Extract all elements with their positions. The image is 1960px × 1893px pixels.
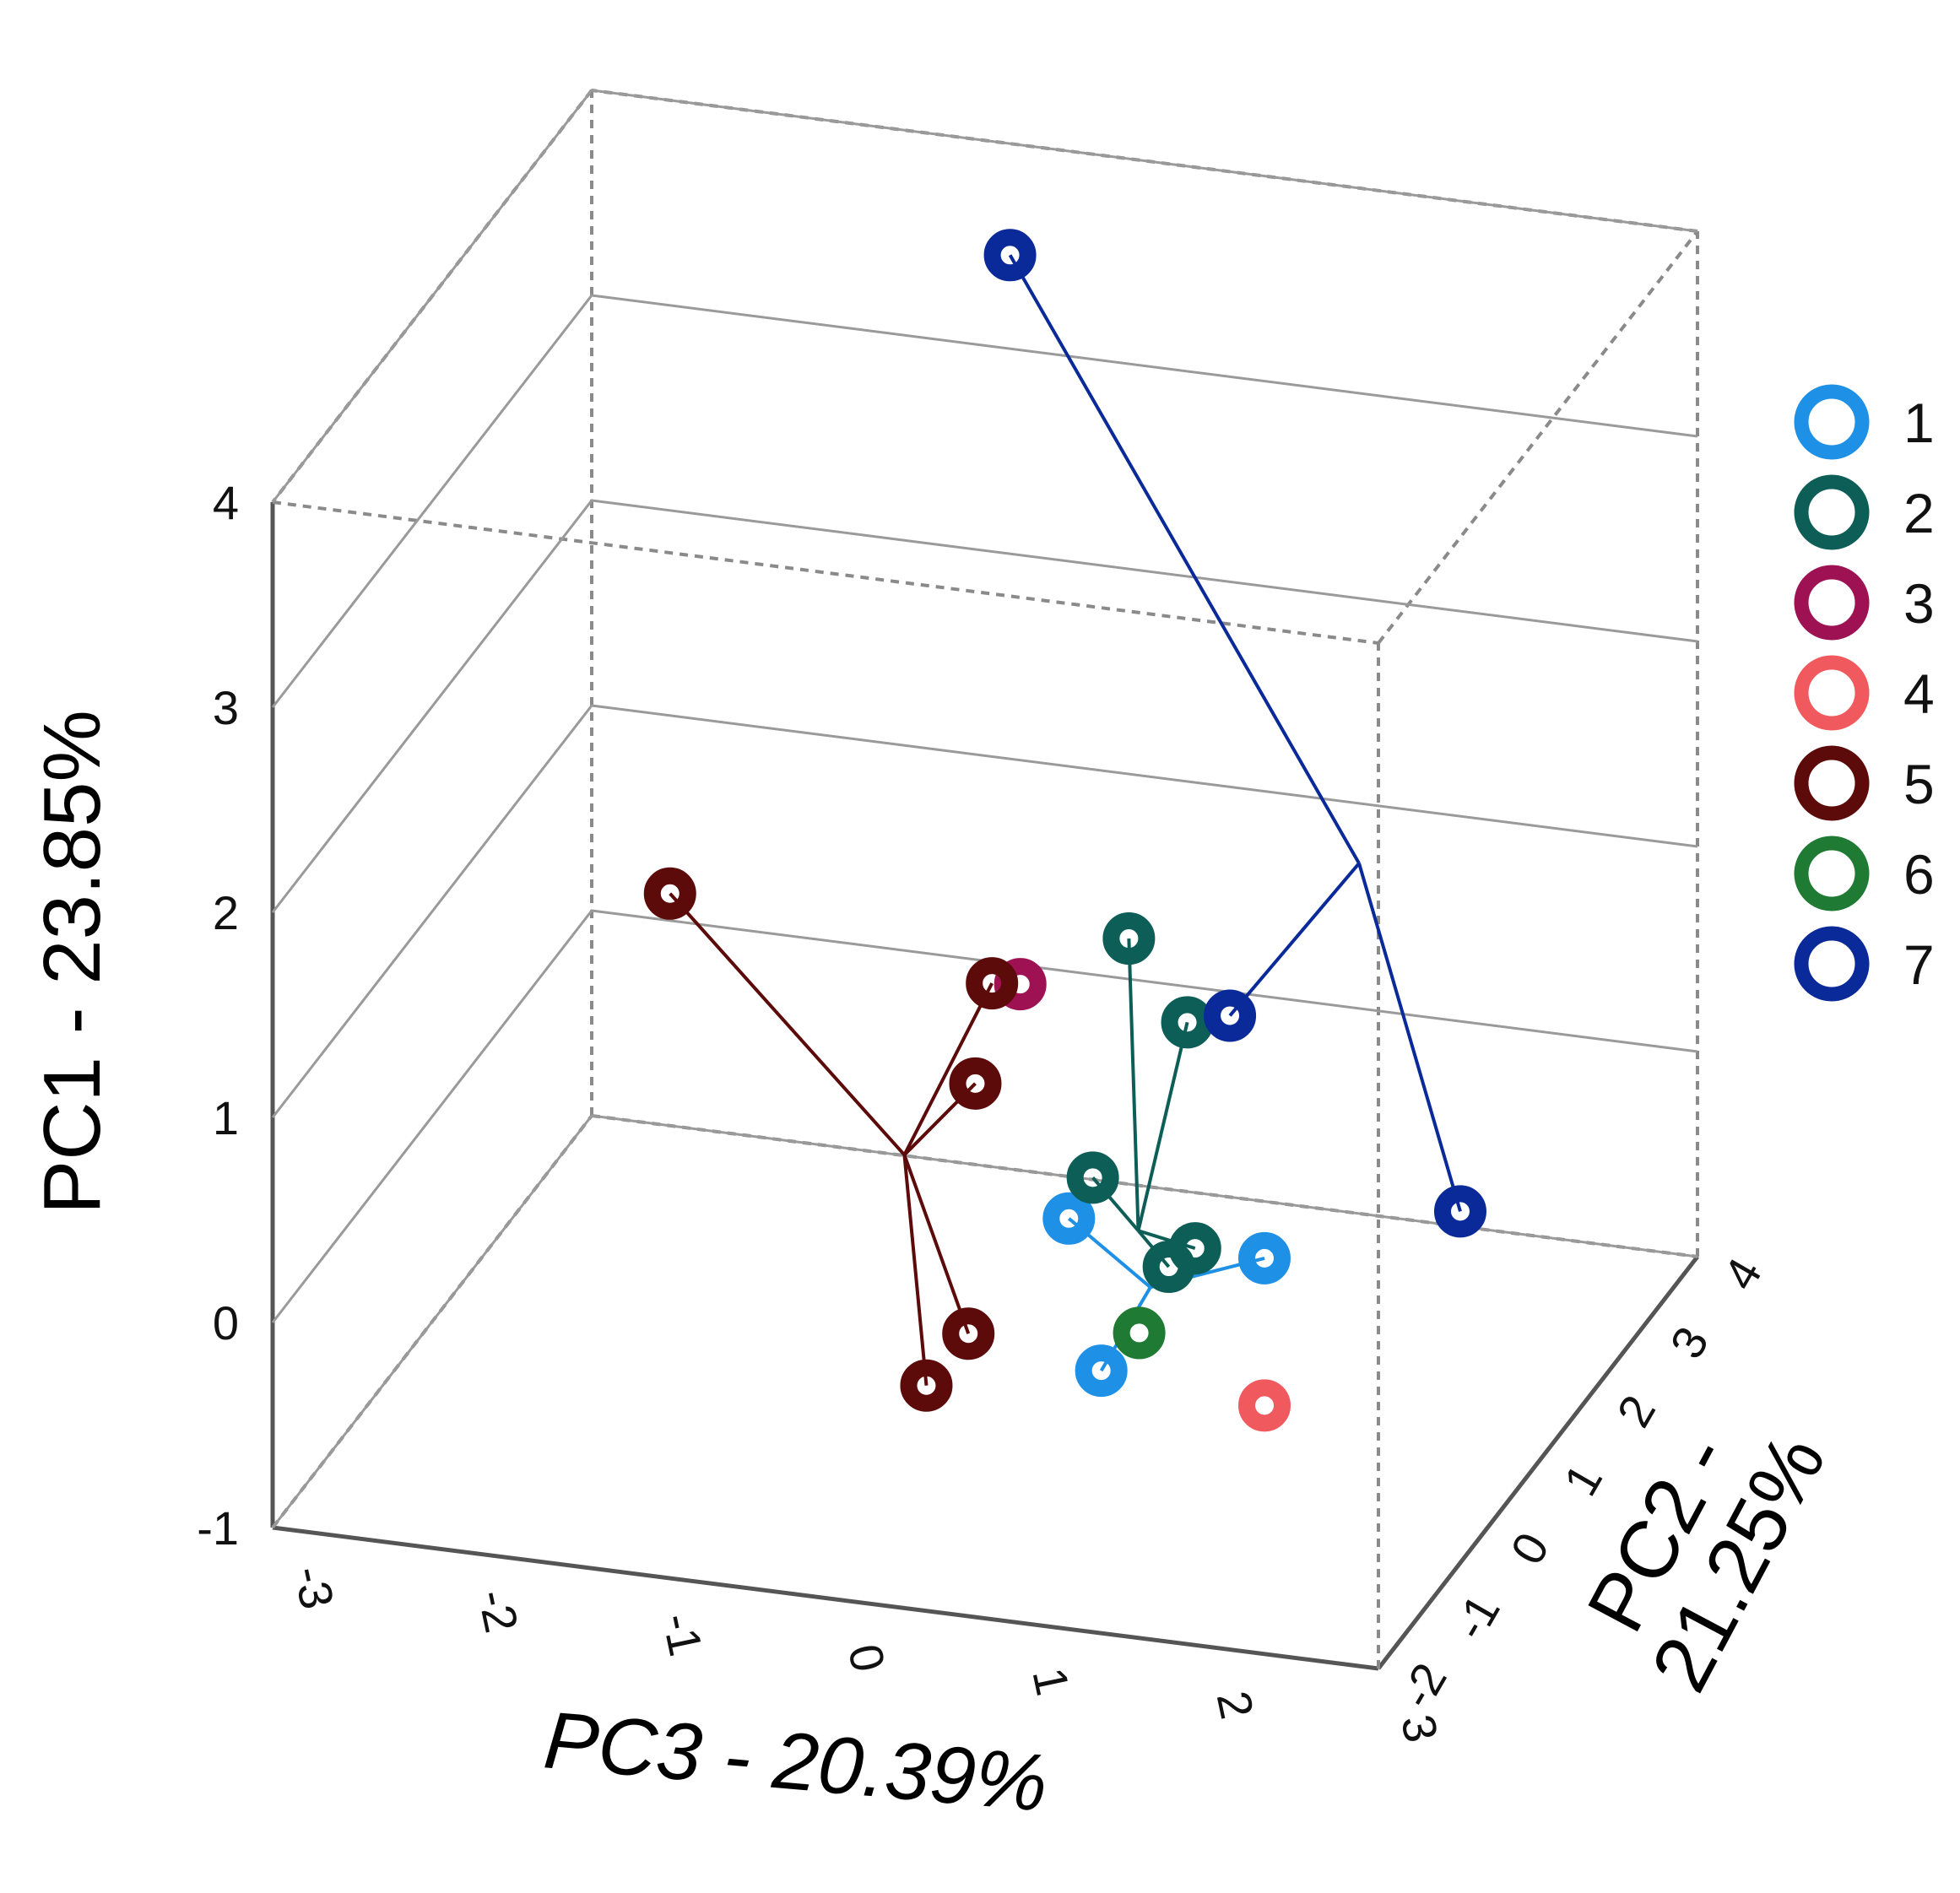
z-tick-label: 3 [213,681,239,734]
y-tick-label: 3 [1660,1317,1719,1366]
gridline [271,499,1698,913]
y-tick-label: -1 [1443,1586,1509,1649]
legend-marker-3 [1794,565,1870,641]
legend-label-3: 3 [1903,572,1935,635]
legend-label-5: 5 [1903,753,1935,815]
x-tick-label: 0 [838,1640,896,1677]
z-tick-label: -1 [197,1501,239,1555]
series-2-point-5 [1142,1241,1195,1294]
y-tick-label: 4 [1713,1249,1772,1298]
x-tick-label: -2 [468,1585,528,1637]
data-points [643,229,1486,1432]
legend-marker-7 [1794,926,1870,1002]
legend-label-6: 6 [1903,843,1935,906]
series-5-point-4 [942,1307,995,1360]
gridline [271,89,1698,503]
gridline [271,294,1698,708]
series-1-point-1 [1042,1192,1096,1245]
x-tick-label: 2 [1207,1686,1264,1723]
legend-marker-4 [1794,655,1870,731]
series-7-point-2 [1433,1185,1486,1238]
z-tick-label: 4 [213,476,239,529]
legend: 1 2 3 4 5 6 7 [1794,384,1935,1002]
legend-label-7: 7 [1903,933,1935,996]
series-1-point-2 [1238,1231,1291,1285]
series-2-point-2 [1102,912,1156,965]
series-5-link-2 [902,982,994,1156]
legend-marker-5 [1794,745,1870,821]
x-axis-title: PC3 - 20.39% [540,1695,1051,1829]
x-tick-label: -3 [284,1561,344,1614]
y-tick-label: 2 [1606,1387,1665,1436]
legend-marker-1 [1794,384,1870,460]
series-7-point-3 [1204,989,1257,1042]
legend-marker-2 [1794,474,1870,550]
y-tick-label: 1 [1553,1455,1612,1504]
gridlines [271,89,1698,1528]
series-2-link-1 [1136,1021,1189,1231]
gridline [271,909,1698,1323]
series-2-link-2 [1127,938,1140,1231]
box-edge [272,500,1379,645]
y-tick-label: 0 [1500,1523,1559,1572]
y-axis-line [1377,1255,1699,1670]
x-axis-line [272,1525,1379,1671]
box-edge [1377,230,1699,645]
legend-label-2: 2 [1903,482,1935,544]
cluster-links [669,254,1462,1386]
series-6-point-1 [1113,1306,1166,1360]
x-tick-label: 1 [1022,1663,1080,1700]
series-5-point-2 [966,957,1019,1010]
legend-label-1: 1 [1903,392,1935,454]
gridline [271,704,1698,1118]
series-5-point-3 [949,1057,1002,1110]
x-tick-label: -1 [652,1609,713,1661]
series-7-point-1 [983,229,1037,282]
series-5-link-5 [902,1155,929,1386]
z-axis-title: PC1 - 23.85% [27,710,117,1214]
legend-marker-6 [1794,836,1870,911]
series-7-link-3 [1228,862,1361,1017]
legend-label-4: 4 [1903,663,1935,725]
series-7-link-1 [1008,254,1361,864]
series-4-point-1 [1238,1379,1291,1432]
series-7-link-2 [1357,863,1462,1212]
series-5-point-1 [643,867,696,920]
series-5-link-4 [902,1154,971,1334]
z-tick-label: 1 [213,1091,239,1144]
series-5-point-5 [900,1359,953,1412]
x-tick-label: 3 [1391,1710,1448,1747]
z-tick-label: 2 [213,886,239,939]
y-axis-title: PC2 - 21.25% [1560,1381,1844,1706]
series-2-point-3 [1066,1151,1119,1204]
gridline [271,1114,1698,1528]
series-5-link-1 [669,892,906,1156]
series-1-point-3 [1075,1344,1128,1398]
plot-box [270,89,1699,1671]
y-tick-label: -2 [1389,1654,1456,1717]
z-tick-label: 0 [213,1296,239,1349]
